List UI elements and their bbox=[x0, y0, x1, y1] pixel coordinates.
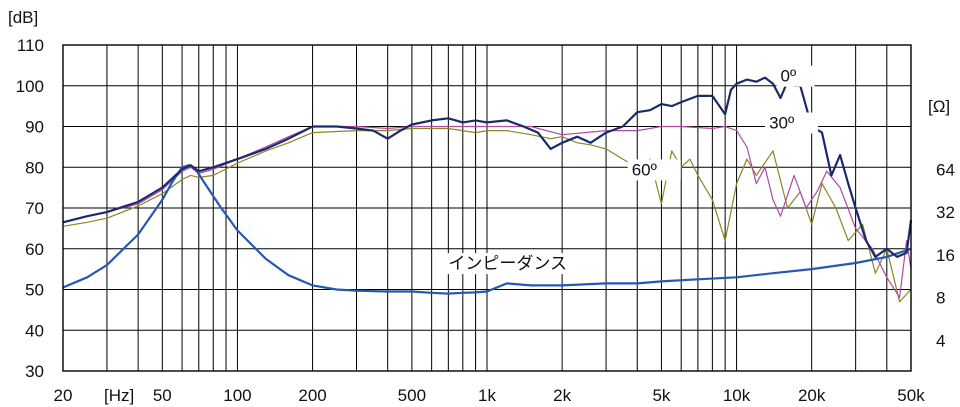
y-tick-label: 30 bbox=[25, 362, 44, 381]
series-line-impedance bbox=[62, 164, 912, 295]
y2-tick-label: 8 bbox=[936, 289, 945, 308]
y2-axis-unit: [Ω] bbox=[928, 97, 950, 116]
y2-tick-label: 16 bbox=[936, 246, 955, 265]
y2-tick-label: 4 bbox=[936, 331, 945, 350]
y-tick-label: 40 bbox=[25, 321, 44, 340]
y-axis-unit: [dB] bbox=[8, 8, 38, 27]
y-tick-label: 60 bbox=[25, 240, 44, 259]
annotation-label: インピーダンス bbox=[448, 254, 567, 273]
y-tick-label: 80 bbox=[25, 158, 44, 177]
plot-border bbox=[62, 44, 912, 372]
y-tick-label: 50 bbox=[25, 281, 44, 300]
series-line-30deg bbox=[62, 125, 912, 299]
x-tick-label: 20 bbox=[54, 386, 73, 405]
x-tick-label: 2k bbox=[553, 386, 571, 405]
x-tick-label: 1k bbox=[478, 386, 496, 405]
series-line-60deg bbox=[62, 127, 912, 303]
y-tick-label: 100 bbox=[16, 77, 44, 96]
annotation-background bbox=[444, 253, 595, 275]
y-tick-label: 90 bbox=[25, 118, 44, 137]
plot-frame bbox=[62, 44, 912, 372]
x-tick-label: 100 bbox=[223, 386, 251, 405]
x-tick-label: 50k bbox=[897, 386, 925, 405]
y-tick-label: 110 bbox=[17, 36, 44, 55]
plot-series bbox=[62, 76, 913, 303]
y2-tick-label: 64 bbox=[936, 160, 955, 179]
annotation-background bbox=[627, 159, 681, 181]
y2-tick-label: 32 bbox=[936, 203, 955, 222]
y-tick-label: 70 bbox=[25, 199, 44, 218]
x-tick-label: 5k bbox=[652, 386, 670, 405]
series-line-0deg bbox=[62, 76, 913, 258]
axis-labels: [dB] [Hz] [Ω] 30 40 50 60 70 80 90 100 110 20 50 10… bbox=[8, 8, 955, 405]
annotation-label: 0º bbox=[781, 67, 797, 86]
annotation-background bbox=[776, 65, 815, 87]
x-tick-label: 50 bbox=[153, 386, 172, 405]
annotations: 0º 30º 60º インピーダンス bbox=[444, 65, 819, 275]
x-tick-label: 500 bbox=[398, 386, 426, 405]
annotation-label: 60º bbox=[632, 160, 657, 179]
x-axis-unit: [Hz] bbox=[104, 386, 134, 405]
x-tick-label: 10k bbox=[723, 386, 751, 405]
x-tick-label: 20k bbox=[798, 386, 826, 405]
annotation-background bbox=[765, 112, 819, 134]
x-tick-label: 200 bbox=[298, 386, 326, 405]
annotation-label: 30º bbox=[769, 114, 794, 133]
